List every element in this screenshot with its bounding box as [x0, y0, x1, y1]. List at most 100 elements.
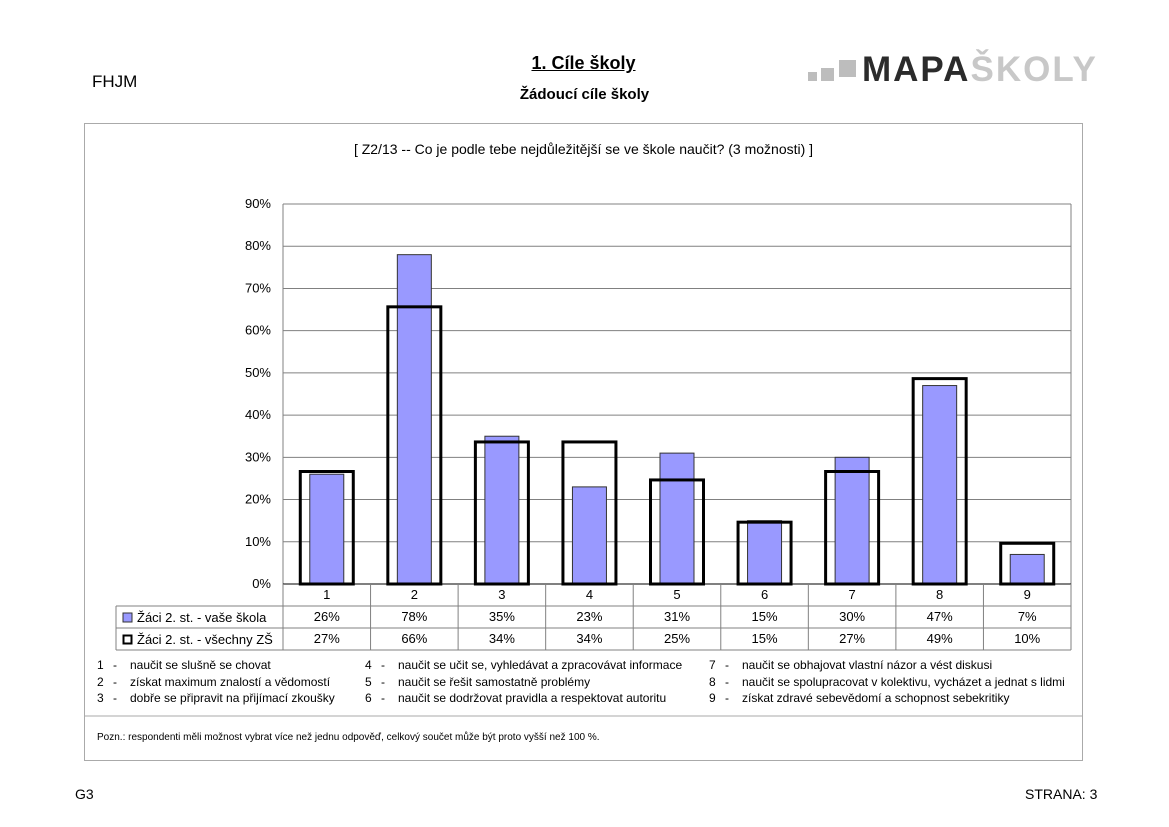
- data-label-all-schools: 15%: [752, 631, 778, 646]
- logo-word-part2: ŠKOLY: [970, 50, 1098, 89]
- legend-item-dash: -: [381, 675, 385, 689]
- legend-item: 7- naučit se obhajovat vlastní názor a vé…: [709, 658, 992, 672]
- axis-layer: 0% 10% 20% 30% 40% 50% 60% 70% 80% 90%: [245, 196, 1072, 591]
- legend-key-school: [122, 612, 133, 623]
- legend-item-text: naučit se řešit samostatně problémy: [398, 675, 591, 689]
- y-tick-label: 60%: [245, 323, 271, 338]
- y-tick-label: 70%: [245, 280, 271, 295]
- data-label-all-schools: 27%: [839, 631, 865, 646]
- legend-item-number: 6: [365, 691, 372, 705]
- footer-right: STRANA: 3: [1025, 786, 1098, 802]
- data-label-all-schools: 34%: [489, 631, 515, 646]
- data-label-all-schools: 27%: [314, 631, 340, 646]
- x-tick-label: 6: [761, 587, 768, 602]
- legend-item-number: 1: [97, 658, 104, 672]
- logo-square-large: [839, 60, 856, 77]
- legend-item: 6- naučit se dodržovat pravidla a respekt…: [365, 691, 666, 705]
- y-tick-label: 0%: [252, 576, 271, 591]
- mapa-skoly-logo: MAPAŠKOLY: [808, 50, 1096, 90]
- legend-item: 5- naučit se řešit samostatně problémy: [365, 675, 590, 689]
- footer-left: G3: [75, 786, 94, 802]
- bar-school: [1009, 553, 1045, 585]
- legend-item-number: 8: [709, 675, 716, 689]
- legend-item-text: dobře se připravit na přijímací zkoušky: [130, 691, 335, 705]
- page-subtitle: Žádoucí cíle školy: [519, 86, 650, 103]
- legend-item-number: 7: [709, 658, 716, 672]
- legend-item: 9- získat zdravé sebevědomí a schopnost s…: [709, 691, 1009, 705]
- x-tick-label: 8: [936, 587, 943, 602]
- page-title: 1. Cíle školy: [0, 53, 1169, 74]
- y-tick-label: 90%: [245, 196, 271, 211]
- data-label-all-schools: 10%: [1014, 631, 1040, 646]
- page-title-text: 1. Cíle školy: [531, 53, 636, 73]
- chart-frame: [84, 123, 1083, 761]
- legend-item: 1- naučit se slušně se chovat: [97, 658, 271, 672]
- y-tick-label: 80%: [245, 238, 271, 253]
- data-label-all-schools: 25%: [664, 631, 690, 646]
- data-label-school: 31%: [664, 609, 690, 624]
- bar-school: [571, 486, 607, 585]
- legend-item-text: získat maximum znalostí a vědomostí: [130, 675, 331, 689]
- legend-item-dash: -: [725, 691, 729, 705]
- y-tick-label: 50%: [245, 365, 271, 380]
- footnote: Pozn.: respondenti měli možnost vybrat v…: [97, 732, 600, 743]
- legend-item: 3- dobře se připravit na přijímací zkoušk…: [97, 691, 335, 705]
- legend-item-text: získat zdravé sebevědomí a schopnost seb…: [742, 691, 1010, 705]
- x-tick-label: 4: [586, 587, 593, 602]
- legend-item-text: naučit se učit se, vyhledávat a zpracová…: [398, 658, 683, 672]
- bar-school: [834, 456, 870, 585]
- legend-item-dash: -: [381, 691, 385, 705]
- bar-school: [484, 435, 520, 585]
- y-tick-label: 20%: [245, 492, 271, 507]
- bar-school: [747, 520, 783, 585]
- legend-item: 2- získat maximum znalostí a vědomostí: [97, 675, 330, 689]
- x-tick-label: 7: [848, 587, 855, 602]
- legend-item-text: naučit se slušně se chovat: [130, 658, 271, 672]
- legend-item-dash: -: [381, 658, 385, 672]
- data-label-all-schools: 49%: [927, 631, 953, 646]
- data-table: 1 26% 27% 2 78% 66% 3 35% 34% 4 23% 34% 5 31% 25% 6 15% 1…: [84, 583, 1083, 717]
- legend-item-dash: -: [113, 658, 117, 672]
- data-label-school: 78%: [401, 609, 427, 624]
- data-label-school: 26%: [314, 609, 340, 624]
- data-label-school: 23%: [576, 609, 602, 624]
- logo-square-medium: [821, 68, 834, 81]
- data-label-all-schools: 66%: [401, 631, 427, 646]
- legend-item: 4- naučit se učit se, vyhledávat a zpraco…: [365, 658, 682, 672]
- x-tick-label: 5: [673, 587, 680, 602]
- data-label-school: 47%: [927, 609, 953, 624]
- legend-key-all-schools: [122, 634, 133, 645]
- y-tick-label: 30%: [245, 449, 271, 464]
- data-label-school: 30%: [839, 609, 865, 624]
- x-tick-label: 9: [1024, 587, 1031, 602]
- legend-item-text: naučit se spolupracovat v kolektivu, vyc…: [742, 675, 1065, 689]
- data-label-all-schools: 34%: [576, 631, 602, 646]
- bars-layer: [298, 254, 1056, 586]
- data-label-school: 35%: [489, 609, 515, 624]
- data-label-school: 15%: [752, 609, 778, 624]
- legend-item-dash: -: [113, 675, 117, 689]
- chart-title: [ Z2/13 -- Co je podle tebe nejdůležitěj…: [353, 141, 814, 157]
- legend-item-dash: -: [725, 675, 729, 689]
- legend-item-dash: -: [113, 691, 117, 705]
- logo-square-small: [808, 72, 817, 81]
- data-label-school: 7%: [1018, 609, 1037, 624]
- y-tick-label: 40%: [245, 407, 271, 422]
- legend-item-text: naučit se dodržovat pravidla a respektov…: [398, 691, 667, 705]
- legend-item-number: 3: [97, 691, 104, 705]
- bar-school: [396, 254, 432, 585]
- legend-item-number: 5: [365, 675, 372, 689]
- bar-school: [309, 473, 345, 585]
- legend-label-school: Žáci 2. st. - vaše škola: [137, 610, 267, 625]
- legend-label-all-schools: Žáci 2. st. - všechny ZŠ: [137, 632, 273, 647]
- bar-school: [922, 385, 958, 585]
- y-tick-label: 10%: [245, 534, 271, 549]
- x-tick-label: 3: [498, 587, 505, 602]
- x-tick-label: 2: [411, 587, 418, 602]
- legend-item-number: 4: [365, 658, 372, 672]
- legend-item-number: 9: [709, 691, 716, 705]
- logo-word: MAPAŠKOLY: [862, 50, 1098, 90]
- school-code: FHJM: [92, 72, 138, 91]
- legend-item: 8- naučit se spolupracovat v kolektivu, v…: [709, 675, 1065, 689]
